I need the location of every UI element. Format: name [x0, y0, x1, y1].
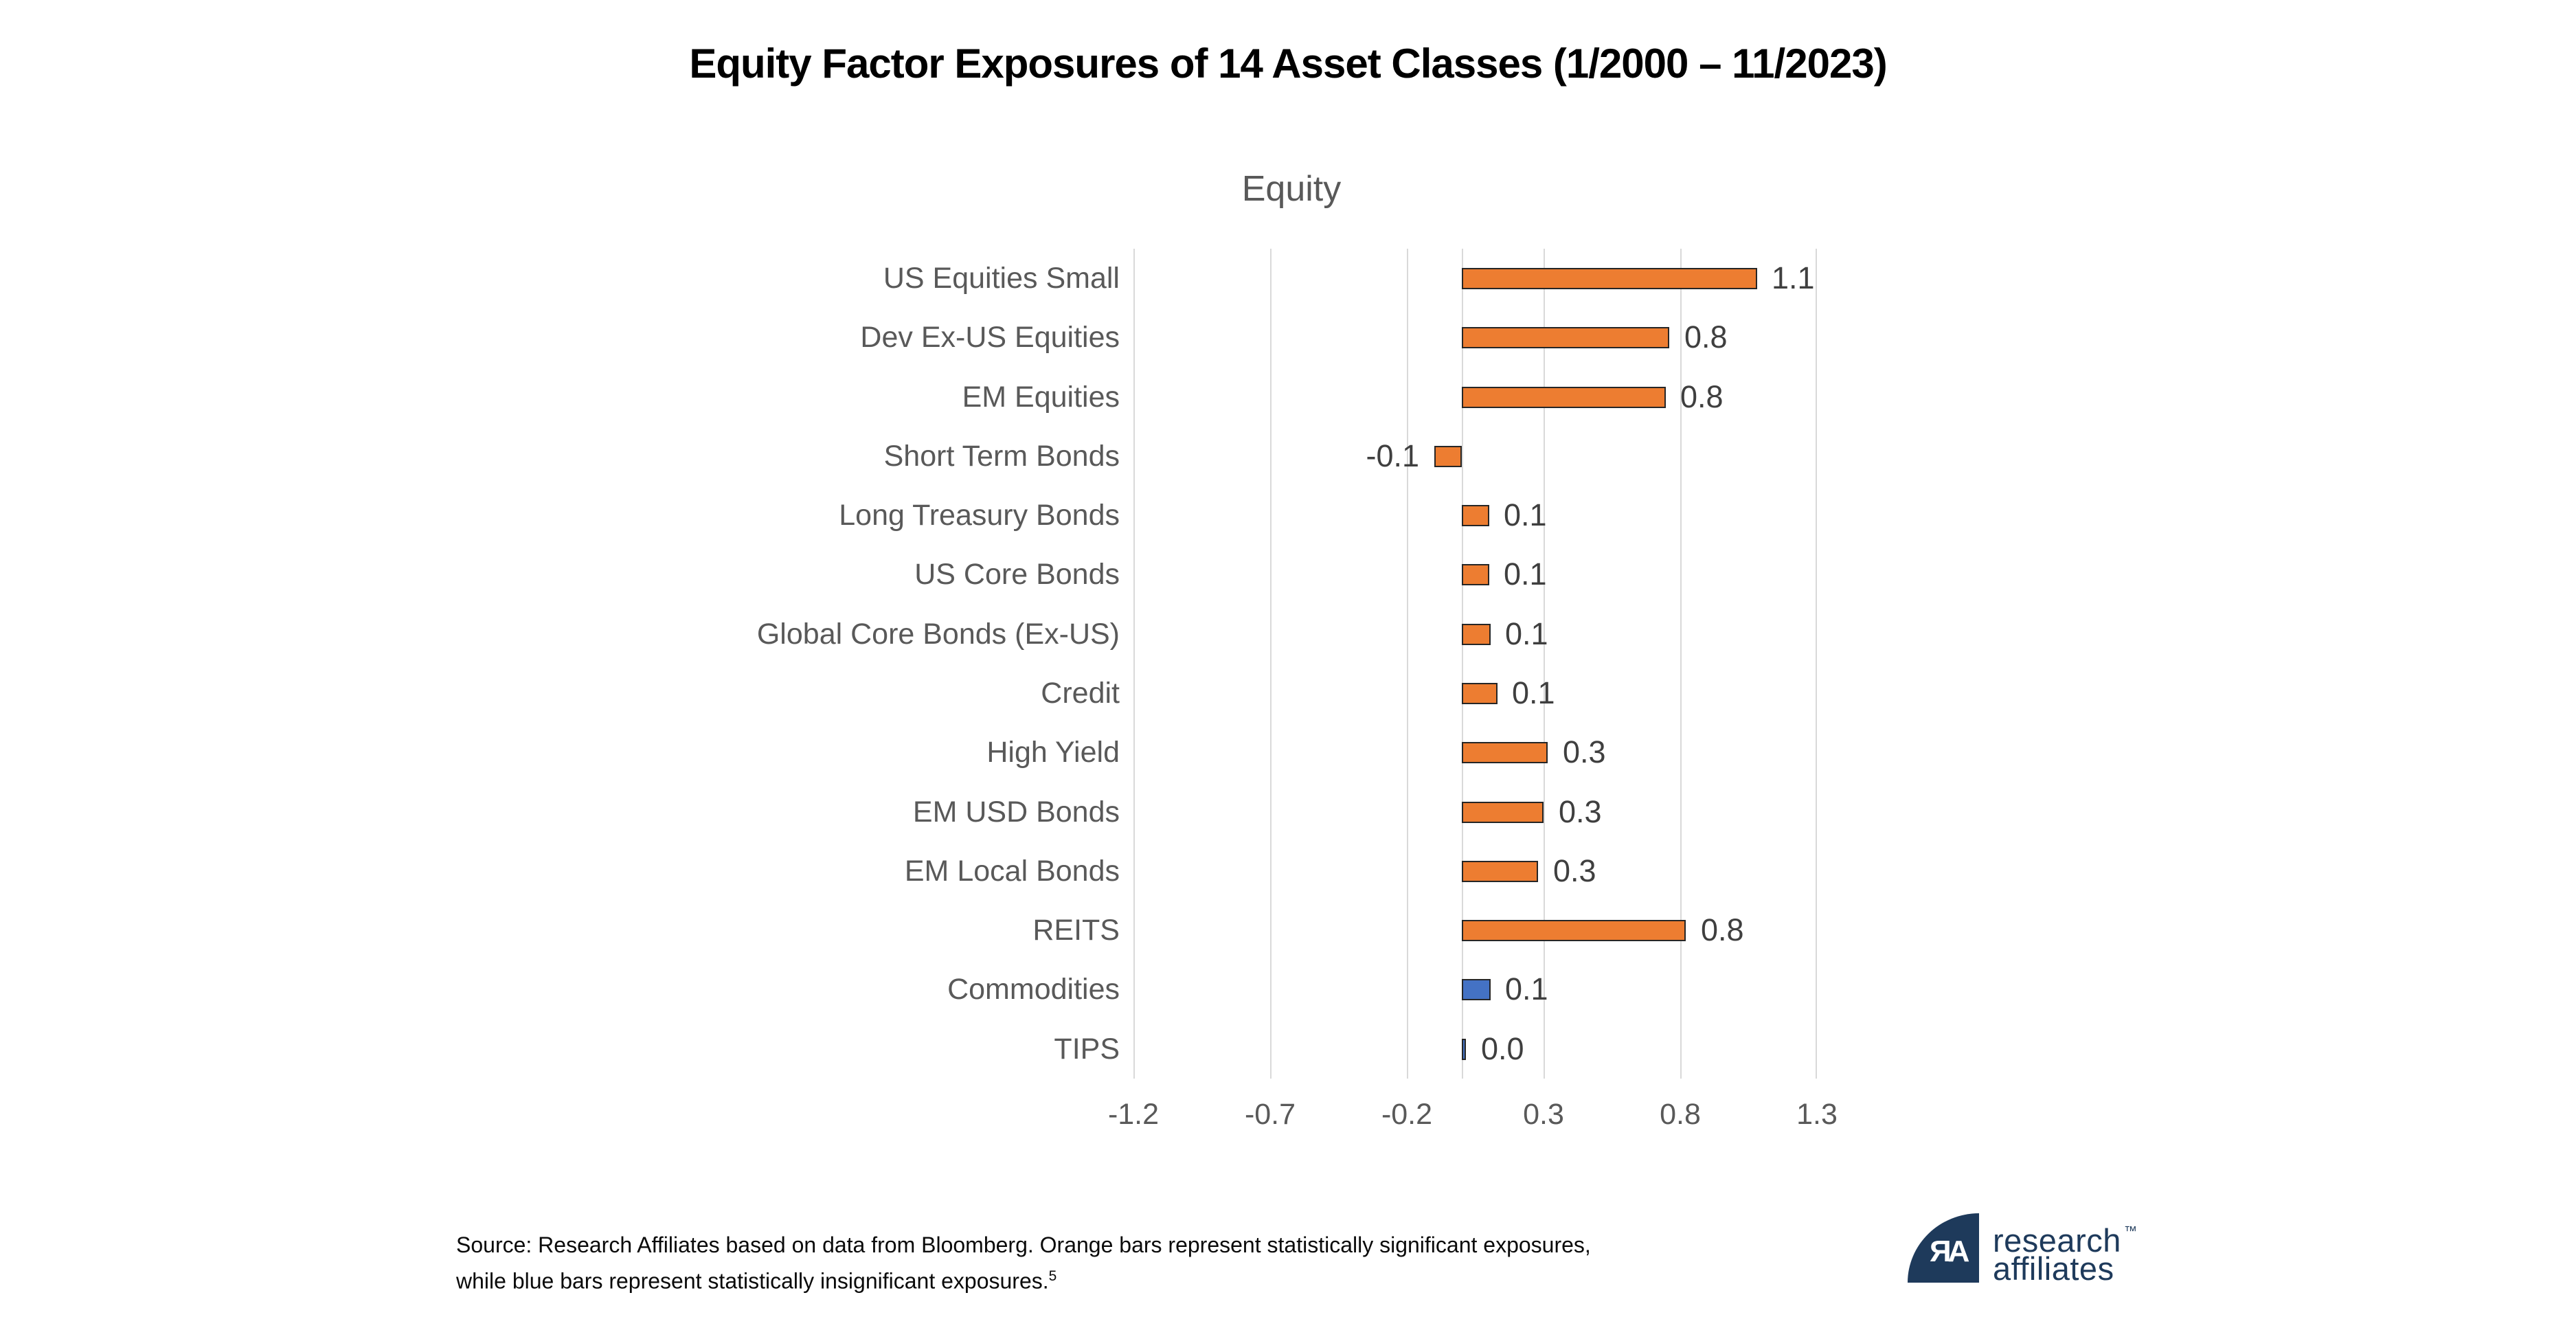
chart-subtitle: Equity: [1241, 169, 1342, 209]
data-label: 0.1: [1505, 971, 1548, 1007]
category-label: Long Treasury Bonds: [839, 499, 1120, 532]
gridline: [1133, 249, 1135, 1079]
zero-axis-line: [1462, 249, 1463, 1079]
category-label: US Equities Small: [883, 262, 1120, 295]
logo-wordmark-line1: research ™: [1993, 1217, 2137, 1257]
data-label: 0.0: [1481, 1031, 1524, 1066]
data-label: 0.1: [1504, 556, 1547, 592]
category-label: TIPS: [1054, 1032, 1120, 1066]
bar-significant: [1462, 623, 1491, 645]
data-label: 0.8: [1701, 912, 1744, 948]
category-label: Commodities: [947, 973, 1120, 1006]
logo-wordmark: research ™ affiliates: [1993, 1217, 2137, 1287]
logo-fin-icon: ЯA: [1908, 1213, 1979, 1283]
data-label: 1.1: [1772, 260, 1815, 295]
data-label: 0.3: [1563, 734, 1606, 770]
chart-row: 0.3: [1133, 842, 1817, 901]
bar-insignificant: [1462, 1038, 1466, 1060]
category-axis: US Equities Small Dev Ex-US Equities EM Eq…: [687, 249, 1120, 1079]
chart-row: 0.1: [1133, 605, 1817, 664]
chart-row: 0.1: [1133, 545, 1817, 604]
footnote-marker: 5: [1048, 1268, 1057, 1284]
category-label: Dev Ex-US Equities: [860, 321, 1120, 354]
chart-row: 0.3: [1133, 783, 1817, 842]
chart-row: 0.8: [1133, 901, 1817, 960]
chart-row: 0.1: [1133, 486, 1817, 545]
value-axis: -1.2 -0.7 -0.2 0.3 0.8 1.3: [1108, 1098, 1838, 1139]
source-note-line1: Source: Research Affiliates based on dat…: [456, 1232, 1591, 1257]
gridline: [1270, 249, 1272, 1079]
chart-row: 0.8: [1133, 308, 1817, 367]
bar-significant: [1462, 683, 1498, 704]
chart-row: 0.3: [1133, 723, 1817, 782]
category-label: EM USD Bonds: [912, 795, 1120, 829]
logo-wordmark-line2: affiliates: [1993, 1250, 2114, 1287]
research-affiliates-logo: ЯA research ™ affiliates: [1908, 1213, 2196, 1296]
bar-significant: [1462, 742, 1548, 764]
logo-monogram: ЯA: [1930, 1235, 1969, 1268]
chart-row: 0.1: [1133, 960, 1817, 1019]
axis-tick-label: 0.3: [1523, 1098, 1564, 1131]
bar-significant: [1462, 327, 1669, 349]
page-title: Equity Factor Exposures of 14 Asset Clas…: [689, 41, 1887, 87]
chart-row: 0.1: [1133, 664, 1817, 723]
category-label: EM Local Bonds: [904, 854, 1120, 888]
bar-significant: [1462, 801, 1544, 823]
bar-significant: [1462, 505, 1489, 527]
category-label: US Core Bonds: [914, 558, 1120, 592]
data-label: -0.1: [1366, 438, 1419, 473]
data-label: 0.1: [1504, 497, 1547, 533]
data-label: 0.1: [1505, 616, 1548, 651]
bar-significant: [1462, 268, 1757, 289]
chart-row: 0.0: [1133, 1020, 1817, 1079]
chart-row: 0.8: [1133, 368, 1817, 427]
chart-row: -0.1: [1133, 427, 1817, 486]
data-label: 0.3: [1553, 853, 1596, 888]
bar-significant: [1462, 920, 1686, 942]
bar-significant: [1462, 386, 1666, 408]
data-label: 0.1: [1512, 675, 1555, 710]
axis-tick-label: -0.2: [1381, 1098, 1433, 1131]
bar-significant: [1462, 860, 1538, 882]
source-note-line2-text: while blue bars represent statistically …: [456, 1268, 1049, 1294]
plot-area: 1.1 0.8 0.8 -0.1 0.1 0.1 0.1 0.1 0.3 0.3 0.3 0.8 0.1…: [1133, 249, 1817, 1079]
category-label: REITS: [1032, 914, 1120, 947]
category-label: Short Term Bonds: [883, 439, 1120, 473]
bar-insignificant: [1462, 979, 1491, 1001]
bar-chart: Equity US Equities Small Dev Ex-US Equiti…: [687, 0, 1896, 1168]
gridline: [1407, 249, 1408, 1079]
axis-tick-label: 1.3: [1796, 1098, 1838, 1131]
data-label: 0.3: [1559, 793, 1602, 829]
gridline: [1544, 249, 1545, 1079]
source-note-line2: while blue bars represent statistically …: [456, 1261, 1658, 1297]
source-note: Source: Research Affiliates based on dat…: [456, 1230, 1658, 1297]
axis-tick-label: 0.8: [1660, 1098, 1701, 1131]
category-label: High Yield: [986, 736, 1120, 769]
data-label: 0.8: [1684, 319, 1728, 355]
trademark-symbol: ™: [2123, 1224, 2137, 1239]
category-label: EM Equities: [962, 380, 1120, 414]
category-label: Credit: [1041, 677, 1120, 710]
data-label: 0.8: [1680, 379, 1724, 414]
gridline: [1816, 249, 1817, 1079]
gridline: [1680, 249, 1682, 1079]
axis-tick-label: -0.7: [1244, 1098, 1296, 1131]
axis-tick-label: -1.2: [1107, 1098, 1160, 1131]
bar-significant: [1434, 445, 1462, 467]
bar-significant: [1462, 564, 1489, 586]
chart-row: 1.1: [1133, 249, 1817, 308]
category-label: Global Core Bonds (Ex-US): [756, 617, 1120, 651]
logo-brand-research: research: [1993, 1222, 2121, 1259]
